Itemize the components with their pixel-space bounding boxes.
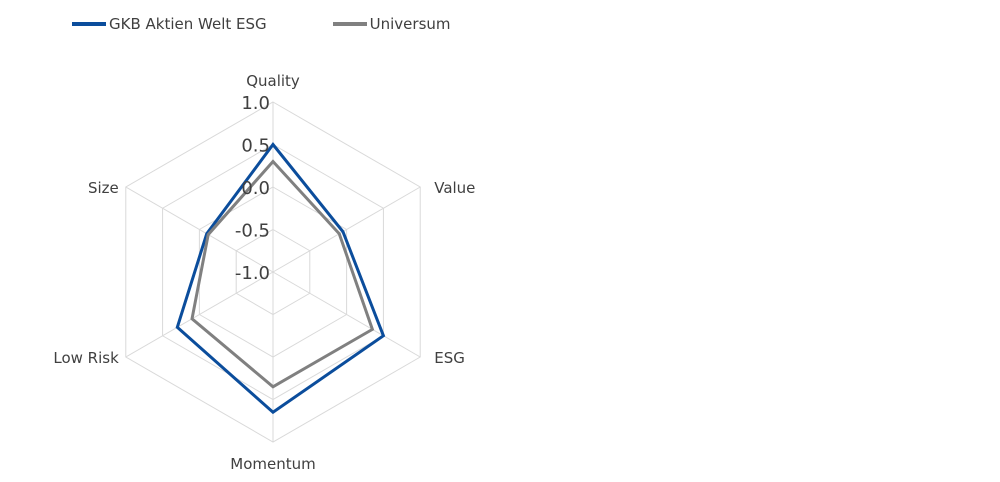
grid-spoke [125,271,274,358]
radar-labels: Quality Value ESG Momentum Low Risk Size 1.0 0.… [53,72,475,473]
legend-swatch-series-1 [72,22,106,26]
axis-label-value: Value [434,179,475,197]
axis-label-momentum: Momentum [230,455,315,473]
radar-grid [125,101,421,443]
tick-label: 0.0 [241,178,270,199]
axis-label-quality: Quality [246,72,300,90]
tick-label: -0.5 [235,221,270,242]
axis-label-low-risk: Low Risk [53,349,119,367]
legend-label-series-2: Universum [369,15,451,33]
grid-spoke [272,186,421,273]
legend-item-series-2[interactable]: Universum [332,15,451,33]
series-line-1 [175,142,386,415]
grid-spoke [272,271,421,358]
tick-label: 0.5 [241,136,270,157]
axis-label-size: Size [88,179,119,197]
series-line-2 [190,159,375,389]
radar-series [175,142,386,415]
grid-spoke [125,186,274,273]
legend-item-series-1[interactable]: GKB Aktien Welt ESG [72,15,267,33]
tick-label: 1.0 [241,93,270,114]
tick-label: -1.0 [235,263,270,284]
chart-legend: GKB Aktien Welt ESG Universum [72,12,517,36]
axis-label-esg: ESG [434,349,465,367]
legend-swatch-series-2 [332,22,367,26]
legend-label-series-1: GKB Aktien Welt ESG [109,15,267,33]
